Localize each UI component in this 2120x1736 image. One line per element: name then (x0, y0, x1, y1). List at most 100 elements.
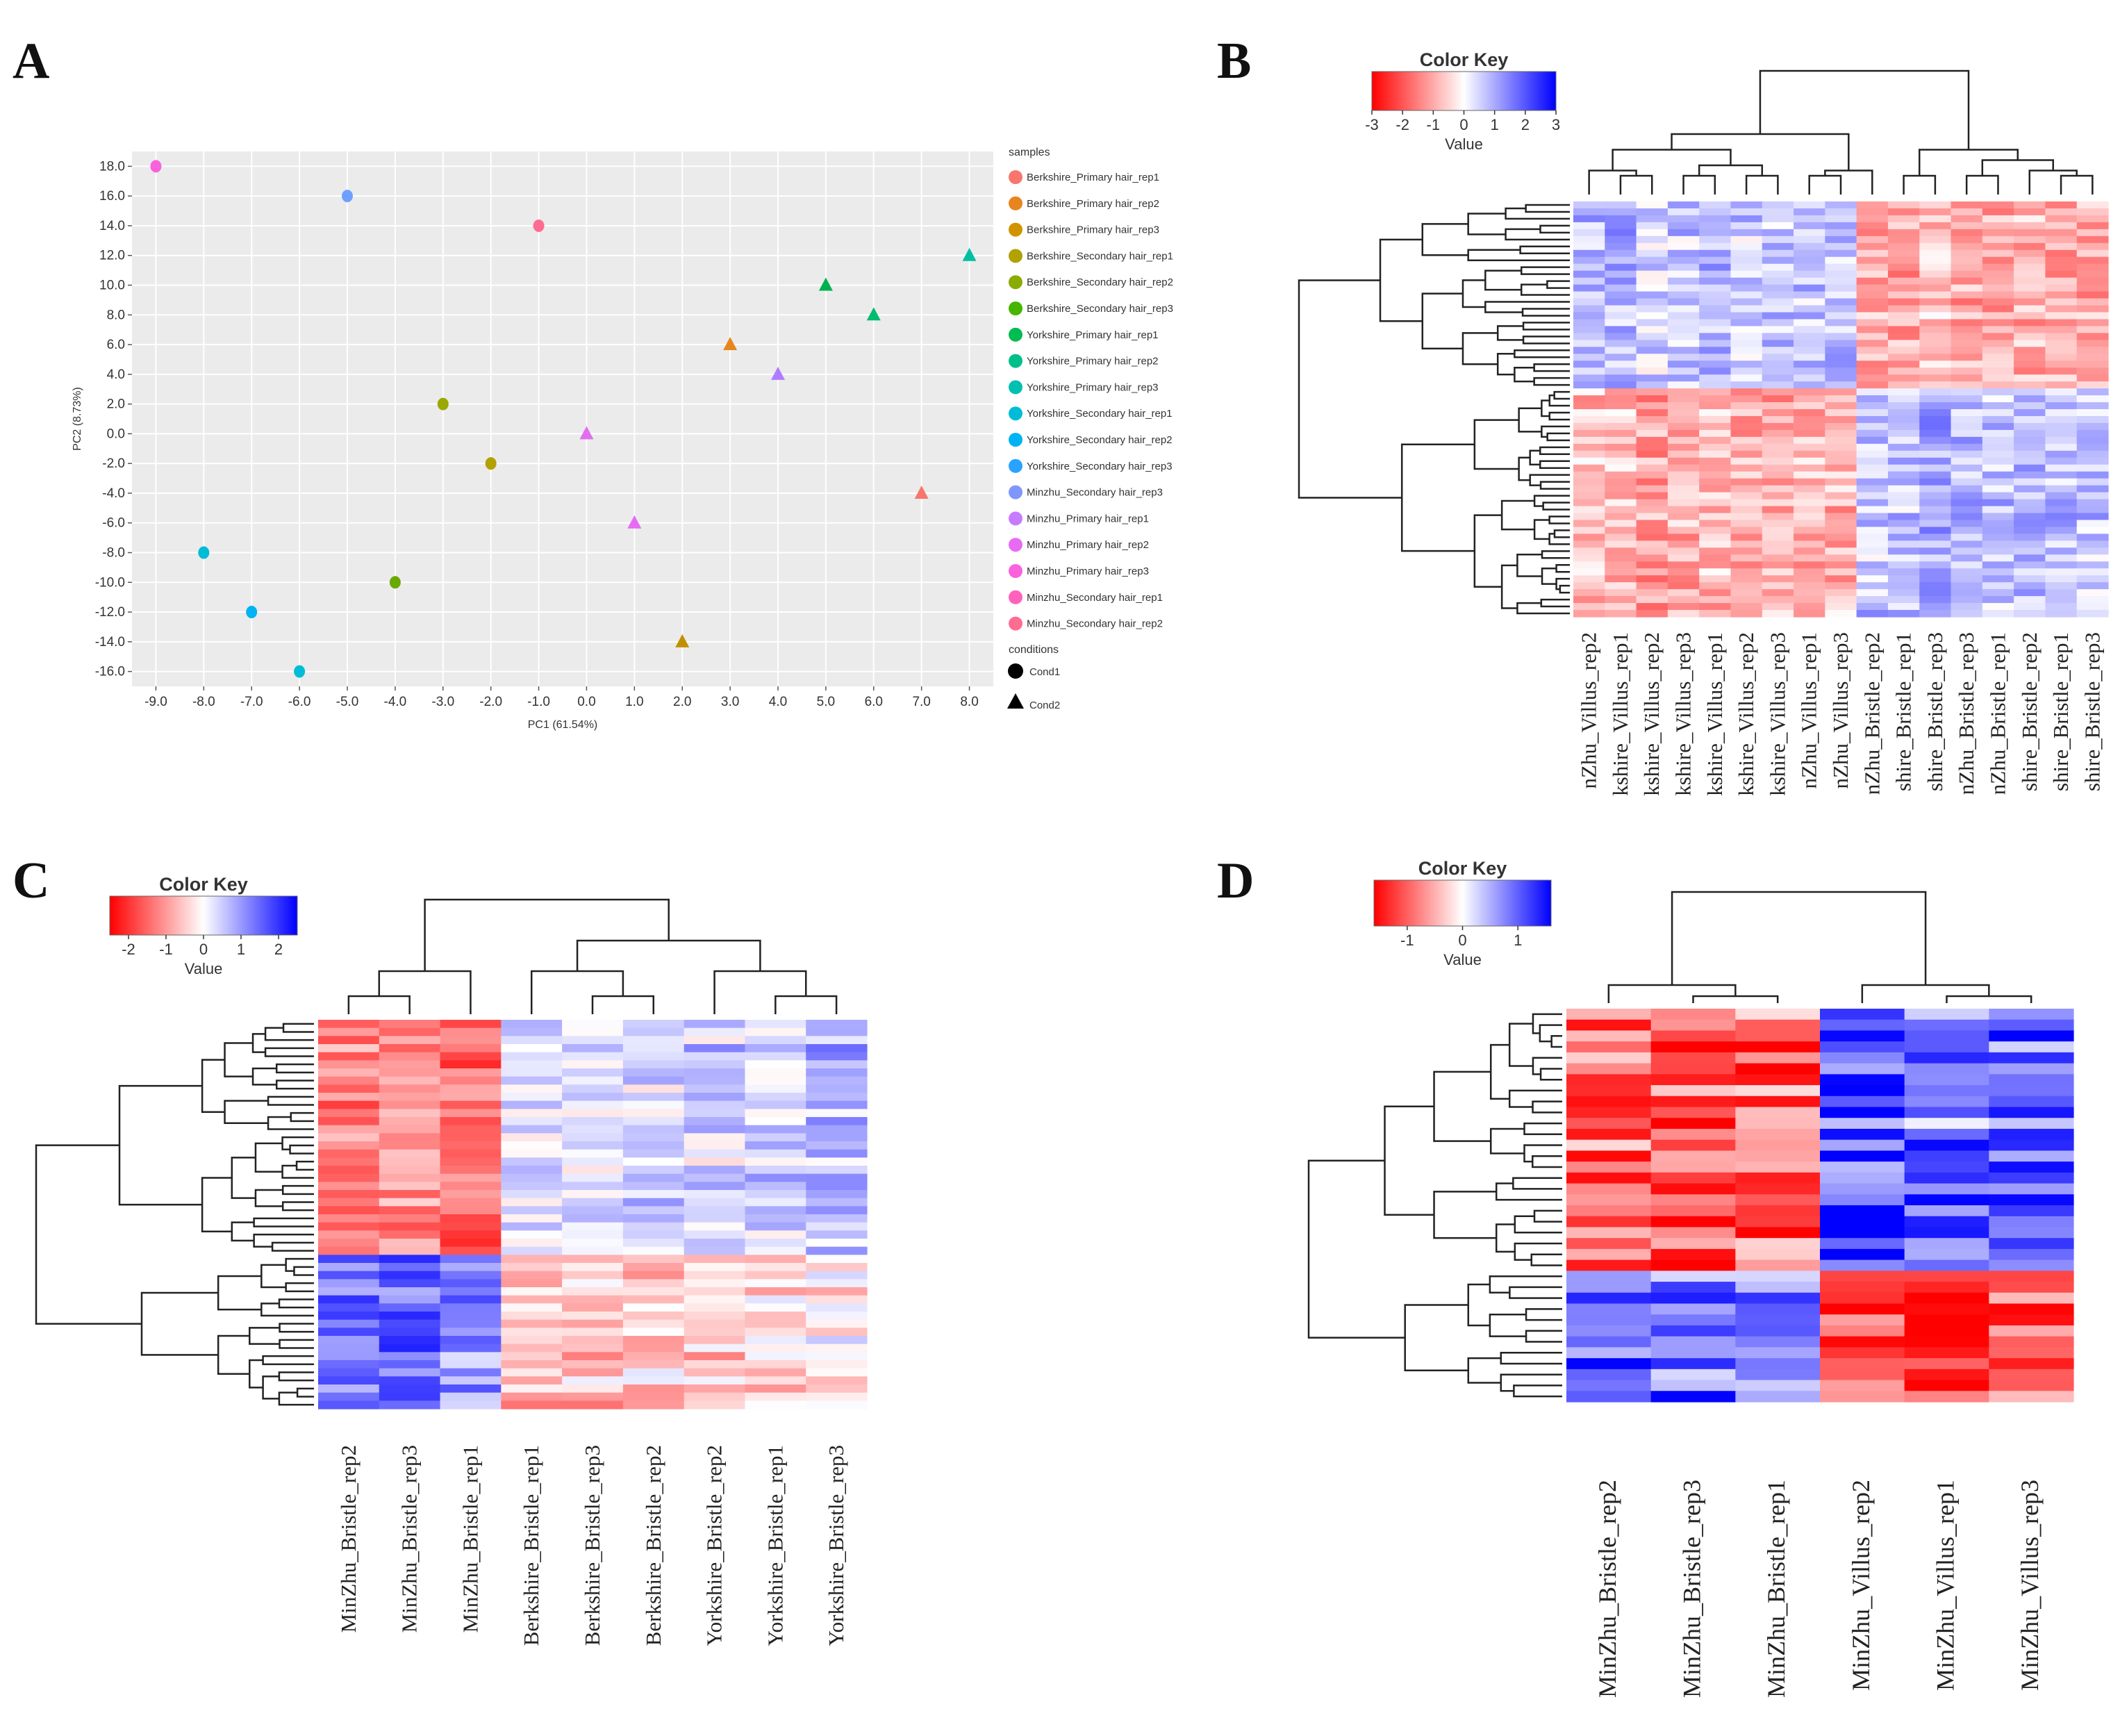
heatmap-cell (1982, 229, 2014, 237)
heatmap-cell (745, 1271, 806, 1280)
heatmap-cell (1636, 589, 1668, 597)
heatmap-cell (2076, 436, 2109, 445)
heatmap-cell (1605, 450, 1637, 458)
row-dendrogram-branch (285, 1257, 314, 1272)
heatmap-cell (1605, 326, 1637, 333)
heatmap-cell (1794, 582, 1825, 590)
heatmap-cell (1730, 568, 1763, 576)
row-dendrogram-branch (1539, 481, 1570, 490)
legend-cond1-marker (1008, 663, 1023, 679)
heatmap-cell (1919, 492, 1952, 500)
heatmap-cell (1989, 1205, 2074, 1217)
row-dendrogram-branch (1532, 1013, 1562, 1034)
x-tick-label: 4.0 (769, 695, 787, 709)
heatmap-cell (1573, 256, 1605, 265)
heatmap-cell (562, 1392, 624, 1401)
x-tick-label: 2.0 (673, 695, 691, 709)
row-dendrogram-branch (1533, 1209, 1562, 1223)
heatmap-c-column-labels: MinZhu_Bristle_rep2 MinZhu_Bristle_rep3 Mi… (336, 1445, 848, 1646)
heatmap-cell (745, 1173, 806, 1182)
row-dendrogram-branch (1541, 550, 1570, 559)
heatmap-cell (745, 1279, 806, 1288)
row-dendrogram-branch (1508, 1089, 1562, 1108)
heatmap-cell (1887, 305, 1920, 313)
heatmap-cell (1636, 263, 1668, 272)
heatmap-cell (1730, 361, 1763, 368)
heatmap-cell (1794, 499, 1825, 507)
heatmap-cell (806, 1400, 868, 1410)
heatmap-cell (1856, 554, 1889, 562)
heatmap-cell (745, 1117, 806, 1126)
heatmap-cell (1699, 471, 1732, 479)
heatmap-cell (622, 1109, 685, 1118)
heatmap-cell (1794, 443, 1825, 452)
heatmap-cell (1699, 235, 1732, 244)
heatmap-cell (1650, 1314, 1736, 1326)
pca-point-cond2 (723, 337, 738, 351)
heatmap-cell (1904, 1282, 1989, 1293)
heatmap-cell (2045, 298, 2078, 306)
heatmap-cell (1573, 527, 1605, 534)
heatmap-cell (562, 1133, 624, 1142)
heatmap-cell (1904, 1303, 1989, 1315)
heatmap-cell (1605, 256, 1637, 265)
heatmap-cell (1820, 1096, 1905, 1108)
heatmap-cell (1951, 284, 1983, 292)
heatmap-cell (1730, 589, 1763, 597)
heatmap-cell (1667, 478, 1700, 486)
heatmap-cell (1919, 249, 1952, 258)
legend-sample-marker (1009, 301, 1022, 315)
heatmap-cell (1667, 388, 1700, 396)
heatmap-cell (1982, 471, 2014, 479)
heatmap-cell (1667, 361, 1700, 368)
legend-sample-marker (1009, 327, 1022, 342)
heatmap-cell (745, 1352, 806, 1361)
heatmap-cell (440, 1206, 502, 1215)
heatmap-cell (622, 1376, 685, 1385)
heatmap-cell (1919, 326, 1952, 333)
color-key-title: Color Key (1420, 49, 1509, 70)
heatmap-cell (1919, 603, 1952, 611)
heatmap-cell (684, 1230, 746, 1239)
heatmap-cell (1887, 596, 1920, 604)
pca-legend: Berkshire_Primary hair_rep1Berkshire_Pri… (1009, 170, 1173, 631)
heatmap-cell (1566, 1172, 1652, 1184)
heatmap-cell (1636, 298, 1668, 306)
heatmap-cell (1605, 388, 1637, 396)
heatmap-cell (2014, 291, 2046, 299)
heatmap-cell (1667, 263, 1700, 272)
heatmap-cell (501, 1222, 563, 1231)
heatmap-cell (1794, 347, 1825, 354)
heatmap-cell (1794, 561, 1825, 569)
heatmap-cell (1650, 1271, 1736, 1282)
color-key-tick-label: -1 (1400, 932, 1414, 949)
heatmap-cell (562, 1376, 624, 1385)
heatmap-cell (1762, 208, 1794, 216)
heatmap-cell (440, 1190, 502, 1199)
heatmap-cell (1636, 415, 1668, 424)
heatmap-cell (1825, 229, 1857, 237)
heatmap-cell (1762, 402, 1794, 410)
heatmap-cell (501, 1360, 563, 1369)
heatmap-cell (622, 1020, 685, 1029)
heatmap-cell (1605, 499, 1637, 507)
heatmap-cell (684, 1239, 746, 1248)
heatmap-cell (1667, 326, 1700, 333)
heatmap-cell (1667, 520, 1700, 528)
heatmap-cell (1730, 450, 1763, 458)
heatmap-cell (1951, 589, 1983, 597)
row-dendrogram-branch (1508, 1023, 1533, 1067)
row-dendrogram-branch (1467, 249, 1570, 261)
heatmap-cell (440, 1100, 502, 1109)
heatmap-cell (745, 1230, 806, 1239)
heatmap-cell (1573, 520, 1605, 528)
heatmap-cell (806, 1044, 868, 1053)
heatmap-cell (1605, 492, 1637, 500)
heatmap-cell (1919, 333, 1952, 340)
row-dendrogram-branch (224, 1100, 269, 1124)
heatmap-cell (1667, 270, 1700, 279)
heatmap-cell (1566, 1292, 1652, 1305)
heatmap-cell (1636, 374, 1668, 382)
heatmap-cell (1636, 347, 1668, 354)
